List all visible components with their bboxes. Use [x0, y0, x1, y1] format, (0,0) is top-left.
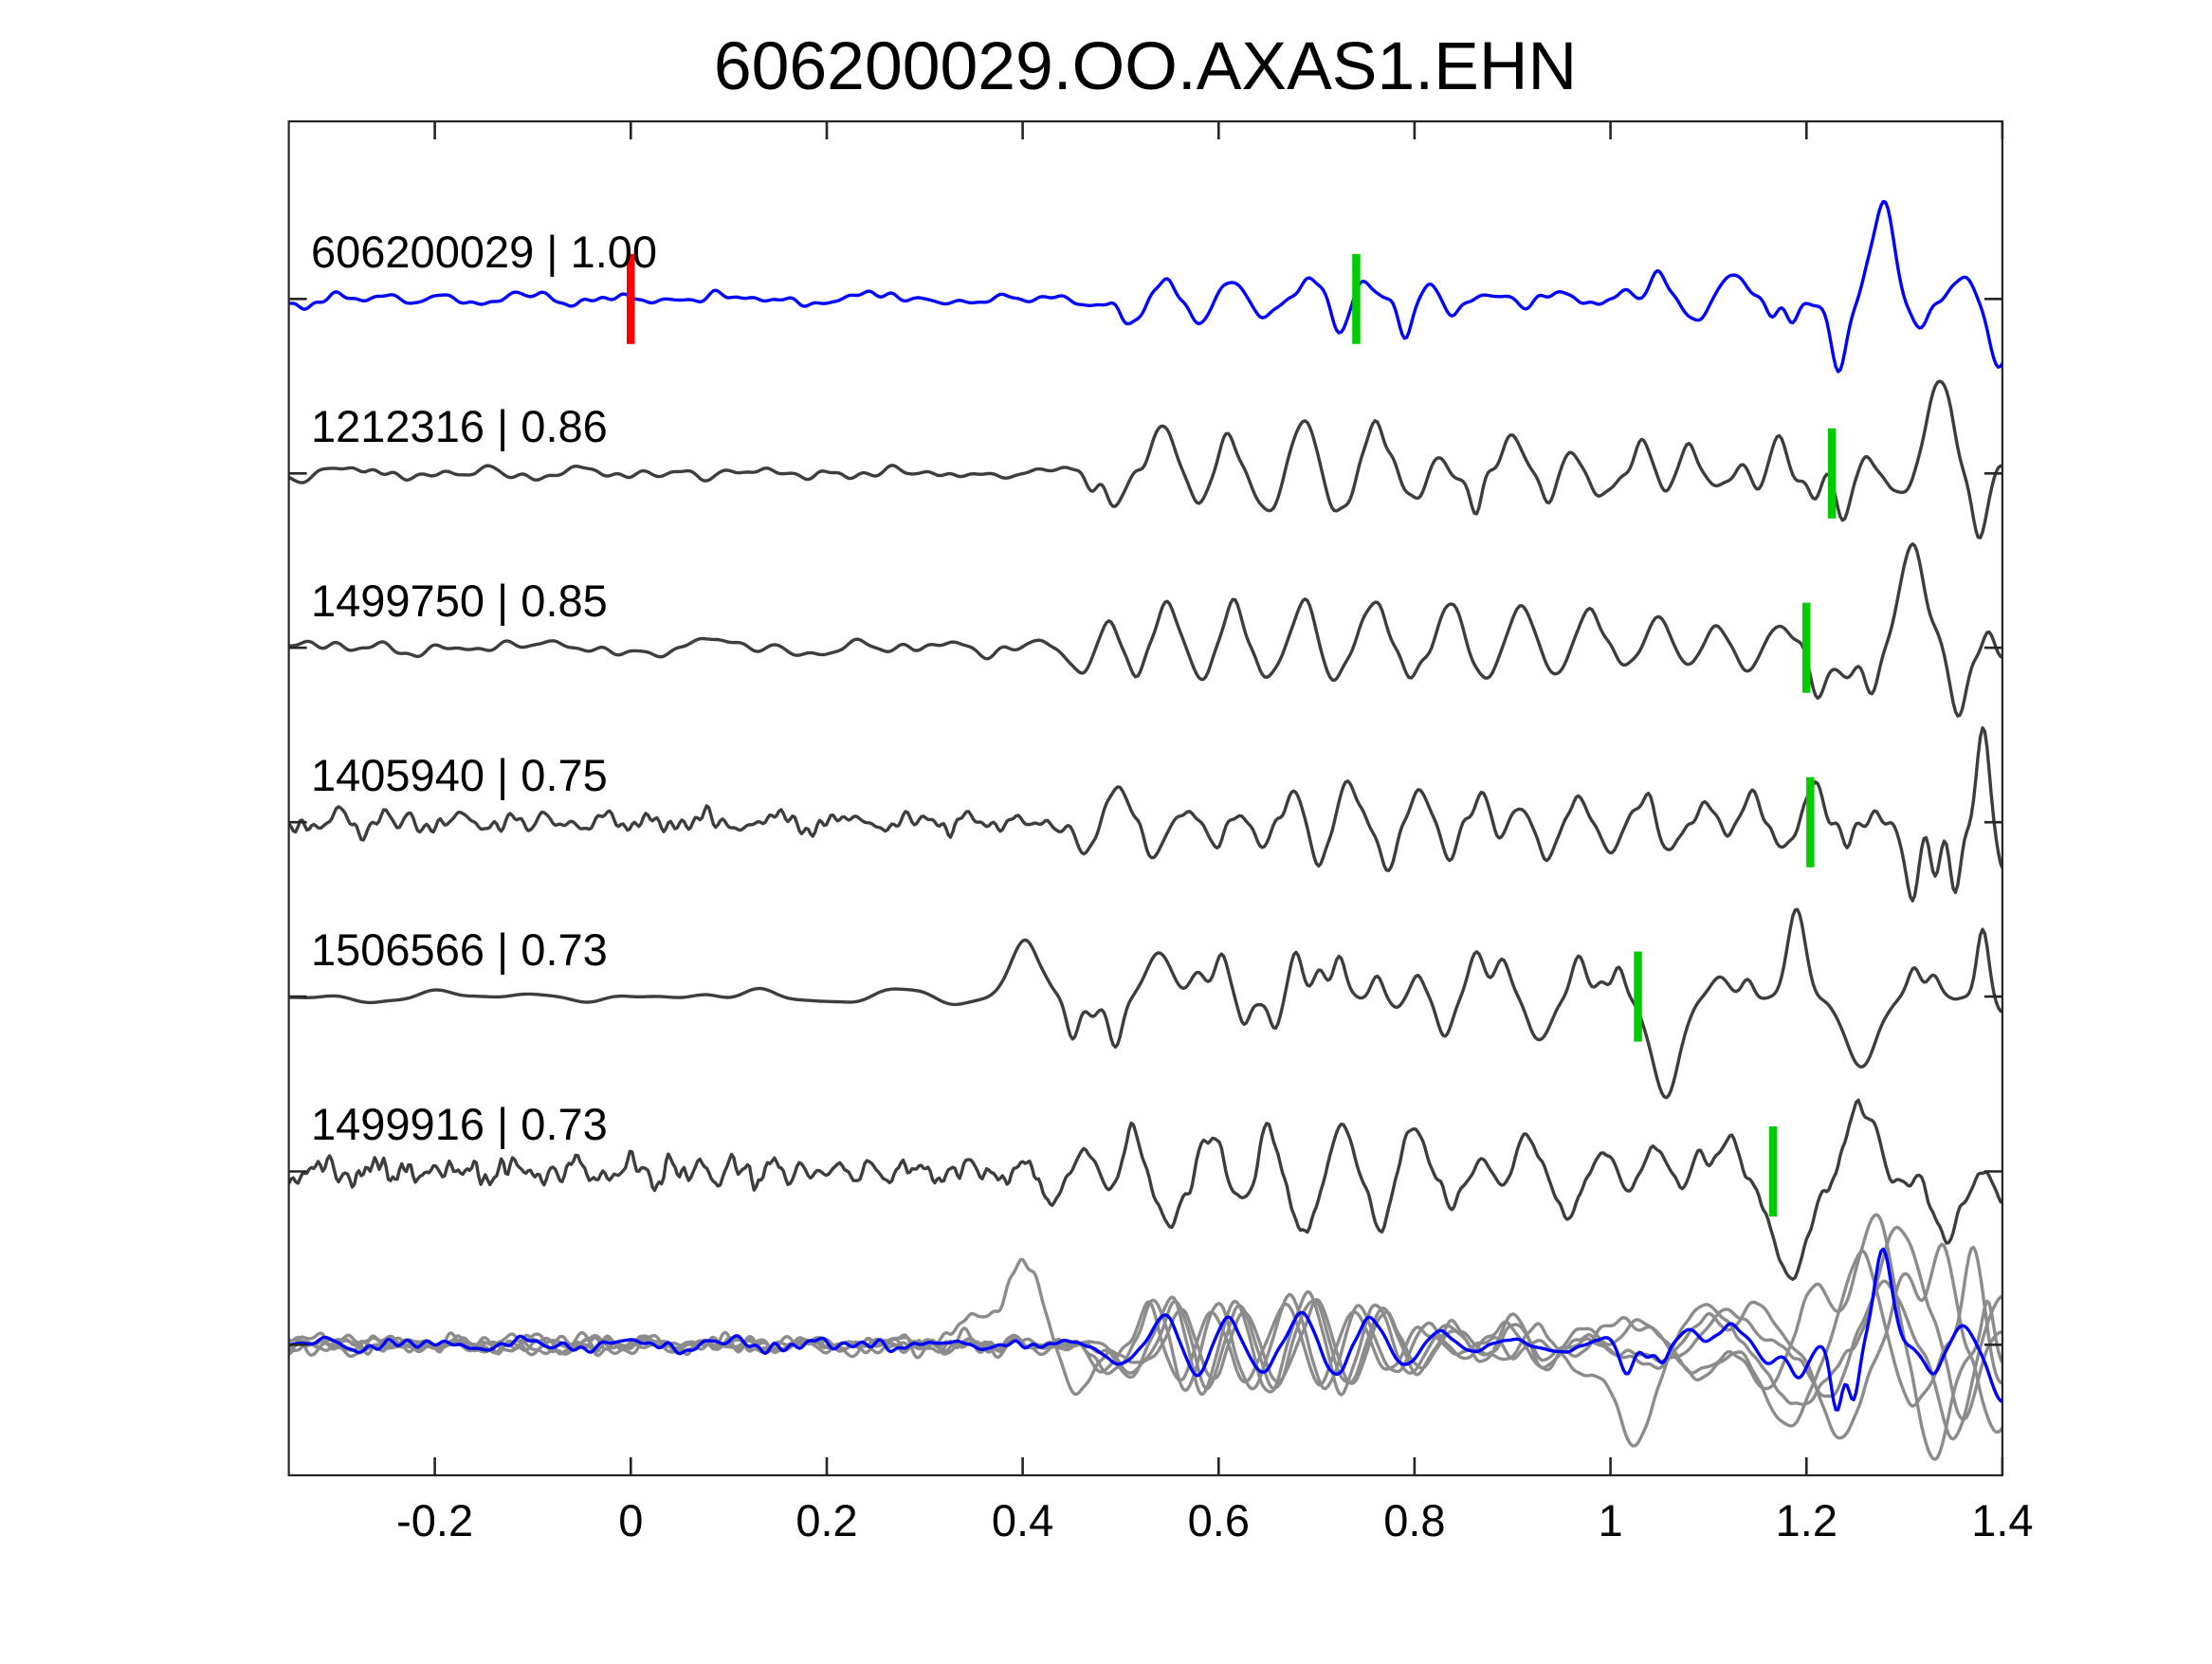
svg-text:1506566 | 0.73: 1506566 | 0.73: [311, 924, 608, 975]
svg-text:1: 1: [1599, 1495, 1623, 1545]
svg-text:606200029.OO.AXAS1.EHN: 606200029.OO.AXAS1.EHN: [714, 28, 1577, 104]
svg-text:1499916 | 0.73: 1499916 | 0.73: [311, 1099, 608, 1149]
svg-text:1.4: 1.4: [1971, 1495, 2033, 1545]
svg-text:1405940 | 0.75: 1405940 | 0.75: [311, 750, 608, 800]
svg-text:1.2: 1.2: [1776, 1495, 1837, 1545]
svg-text:0.8: 0.8: [1383, 1495, 1445, 1545]
svg-text:-0.2: -0.2: [396, 1495, 473, 1545]
svg-text:0.4: 0.4: [992, 1495, 1053, 1545]
svg-text:606200029 | 1.00: 606200029 | 1.00: [311, 227, 657, 277]
svg-text:1499750 | 0.85: 1499750 | 0.85: [311, 576, 608, 626]
svg-text:1212316 | 0.86: 1212316 | 0.86: [311, 401, 608, 451]
svg-text:0: 0: [618, 1495, 643, 1545]
svg-text:0.2: 0.2: [795, 1495, 857, 1545]
svg-text:0.6: 0.6: [1188, 1495, 1250, 1545]
